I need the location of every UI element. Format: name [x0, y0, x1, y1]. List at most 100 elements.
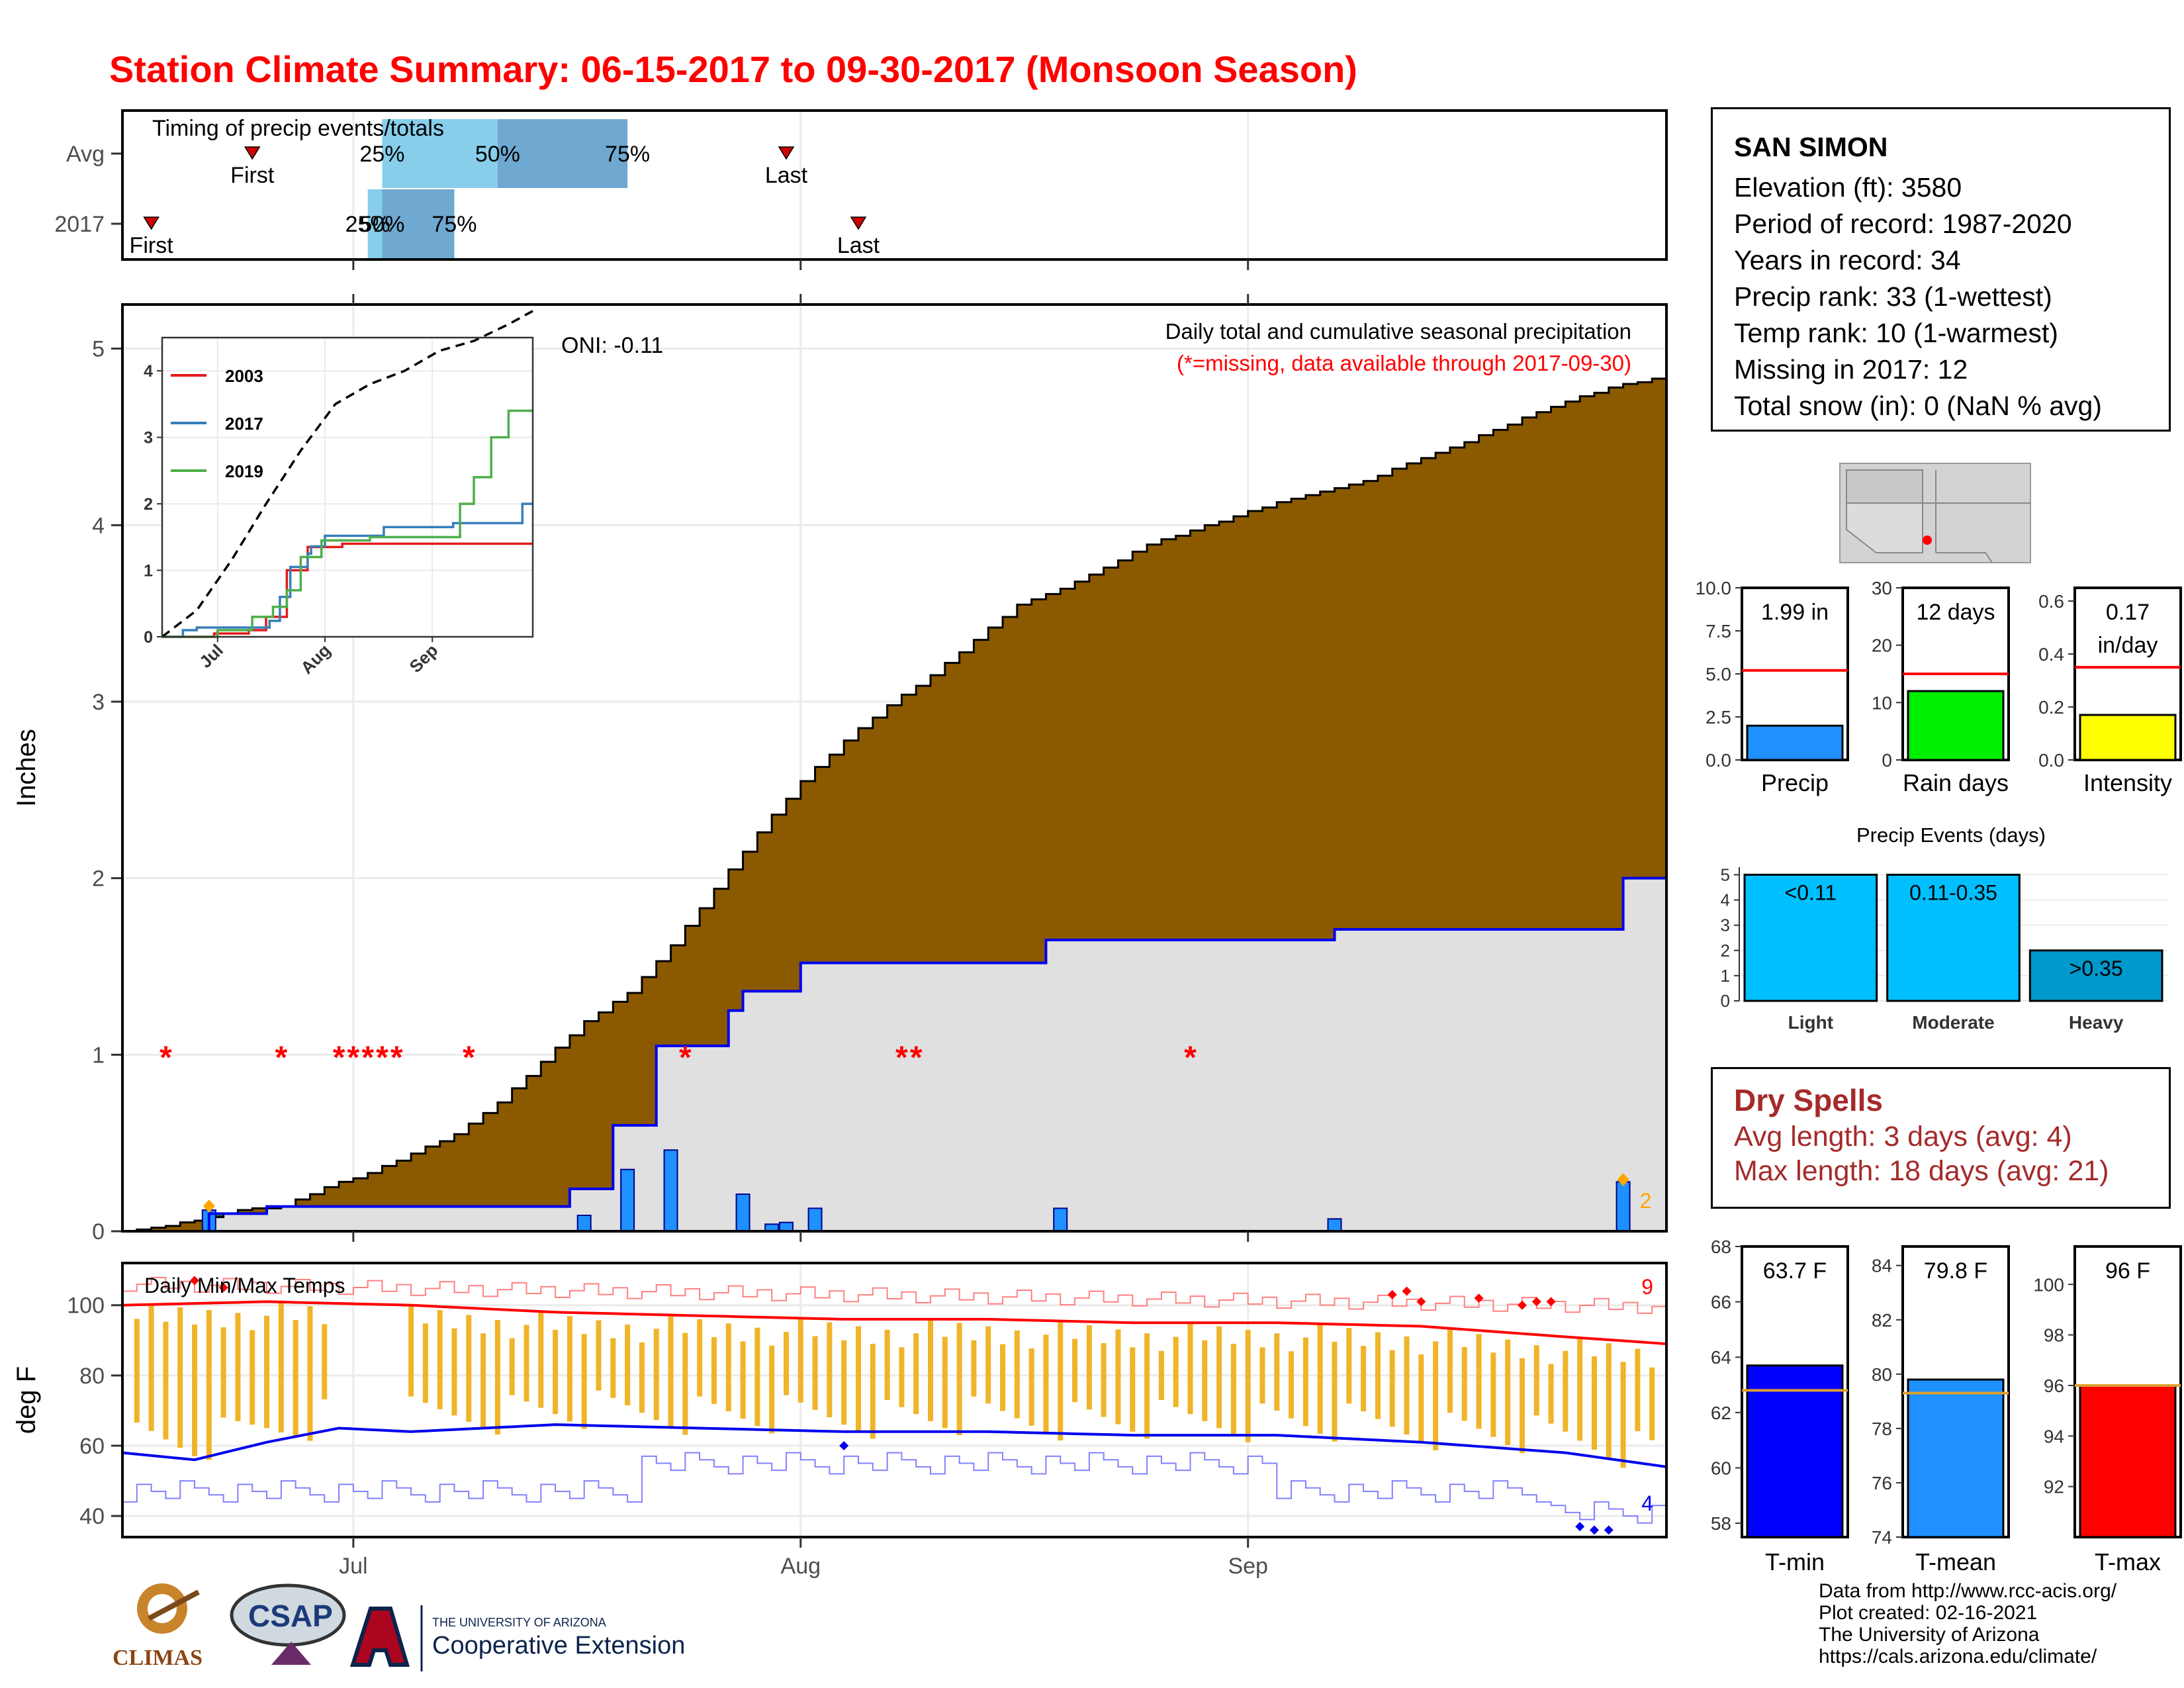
csap-text: CSAP [248, 1599, 333, 1633]
daily-temp-range-bar [1043, 1335, 1049, 1433]
inset-y-tick-label: 4 [144, 362, 153, 381]
daily-temp-range-bar [1447, 1328, 1453, 1413]
daily-temp-range-bar [956, 1323, 962, 1436]
precip-summary-y-tick-label: 2.5 [1706, 707, 1731, 727]
x-month-label: Sep [1228, 1554, 1268, 1579]
precip-summary-value-unit: in/day [2098, 633, 2158, 658]
daily-temp-range-bar [1245, 1329, 1251, 1442]
dry-spells-max: Max length: 18 days (avg: 21) [1734, 1155, 2109, 1187]
daily-temp-range-bar [293, 1319, 298, 1437]
precip-summary-y-tick-label: 10.0 [1696, 578, 1732, 598]
inset-series-line [162, 542, 533, 638]
missing-day-marker: * [275, 1040, 287, 1075]
event-bar-label: >0.35 [2070, 957, 2123, 980]
locator-map [1839, 463, 2031, 563]
dry-spells-box: Dry Spells Avg length: 3 days (avg: 4) M… [1711, 1067, 2171, 1209]
daily-precip-bar [576, 1215, 592, 1232]
daily-temp-range-bar [827, 1322, 833, 1418]
daily-temp-range-bar [538, 1311, 544, 1408]
inset-series-line [162, 409, 533, 638]
daily-temp-range-bar [220, 1327, 226, 1418]
footer-line-2: Plot created: 02-16-2021 [1819, 1602, 2038, 1624]
daily-temp-range-bar [797, 1318, 803, 1403]
temperature-panel: 9 4 Daily Min/Max Temps 40 60 80 100 deg F Jul Au… [12, 1262, 1668, 1579]
inset-frame [161, 336, 534, 638]
precip-title: Daily total and cumulative seasonal prec… [1165, 319, 1631, 344]
timing-row-label: Avg [66, 142, 105, 167]
summary-bar-panels: 1.99 in 0.0 2.5 5.0 7.5 10.0 Precip 12 days 0 10 2… [1696, 578, 2182, 796]
precip-summary-y-tick-label: 0.0 [1706, 750, 1731, 771]
station-location-dot [1923, 536, 1932, 545]
daily-temp-range-bar [1302, 1337, 1308, 1427]
temp-summary-value-label: 63.7 F [1763, 1258, 1827, 1284]
daily-temp-range-bar [668, 1315, 674, 1428]
precip-y-tick-label: 0 [92, 1219, 105, 1244]
events-y-tick-label: 3 [1721, 915, 1730, 935]
timing-box-upper-0 [497, 119, 628, 188]
daily-temp-range-bar [855, 1326, 861, 1432]
daily-temp-range-bar [1028, 1348, 1034, 1426]
event-category-label: Light [1788, 1012, 1833, 1033]
inset-y-tick-label: 1 [144, 562, 153, 581]
climas-text: CLIMAS [113, 1646, 203, 1670]
daily-temp-range-bar [1202, 1340, 1208, 1421]
daily-temp-range-bar [596, 1320, 602, 1391]
timing-title: Timing of precip events/totals [152, 116, 444, 141]
precip-summary-value-label: 1.99 in [1761, 600, 1829, 625]
avg-min-temp-line [122, 1423, 1667, 1468]
daily-temp-range-bar [581, 1334, 587, 1429]
missing-day-marker: * [1184, 1040, 1197, 1075]
daily-temp-range-bar [1418, 1354, 1424, 1442]
missing-day-marker: * [376, 1040, 388, 1075]
record-high-marker [1474, 1293, 1484, 1303]
missing-day-marker: * [390, 1040, 403, 1075]
record-low-count: 4 [1641, 1491, 1653, 1515]
daily-temp-range-bar [682, 1333, 688, 1435]
daily-temp-range-bar [1101, 1343, 1107, 1417]
temps-y-tick-label: 80 [79, 1364, 105, 1389]
record-low-marker [1589, 1525, 1599, 1535]
daily-temp-range-bar [1519, 1358, 1525, 1454]
ua-big-text: Cooperative Extension [432, 1632, 685, 1660]
precip-summary-bar [1907, 690, 2005, 761]
event-bar-label: 0.11-0.35 [1909, 880, 1997, 904]
daily-temp-range-bar [307, 1306, 313, 1441]
precip-events-panel: <0.11 Light 0.11-0.35 Moderate >0.35 Heavy 0 1 2… [1721, 823, 2167, 1033]
station-years: Years in record: 34 [1734, 245, 1961, 275]
daily-temp-range-bar [422, 1323, 428, 1403]
csap-logo: CSAP [230, 1583, 346, 1665]
record-high-count: 9 [1641, 1275, 1653, 1299]
daily-temp-range-bar [1158, 1350, 1164, 1400]
inset-legend-label: 2017 [225, 414, 263, 434]
daily-temp-range-bar [163, 1321, 169, 1440]
temps-title: Daily Min/Max Temps [144, 1274, 345, 1297]
daily-precip-bar [1327, 1218, 1342, 1233]
daily-temp-range-bar [711, 1336, 717, 1404]
event-bar-moderate [1886, 873, 2021, 1002]
daily-temp-range-bar [985, 1326, 991, 1404]
daily-precip-bar [1053, 1207, 1068, 1233]
station-info-box: SAN SIMON Elevation (ft): 3580 Period of… [1711, 107, 2171, 432]
temp-summary-label: T-max [2095, 1548, 2161, 1575]
daily-temp-range-bar [639, 1342, 645, 1413]
precip-summary-y-tick-label: 0.2 [2038, 697, 2064, 718]
precip-y-tick-label: 4 [92, 513, 105, 538]
temps-y-axis-title: deg F [12, 1366, 41, 1434]
missing-day-marker: * [463, 1040, 475, 1075]
daily-temp-range-bar [1332, 1341, 1338, 1442]
timing-label-first_day: First [130, 233, 174, 258]
precip-observed-area [122, 878, 1666, 1231]
record-high-marker [1517, 1300, 1527, 1310]
daily-temp-range-bar [1375, 1332, 1381, 1419]
timing-label-first_day: First [230, 163, 275, 188]
daily-temp-range-bar [1433, 1341, 1439, 1450]
daily-temp-range-bar [625, 1324, 631, 1405]
temp-summary-bar [1746, 1364, 1844, 1538]
temps-y-tick-label: 100 [67, 1293, 105, 1319]
precip-summary-bar [1746, 724, 1844, 761]
daily-temp-range-bar [322, 1324, 328, 1399]
inset-legend-label: 2003 [225, 366, 263, 386]
daily-temp-range-bar [1216, 1326, 1222, 1429]
daily-temp-range-bar [754, 1327, 760, 1427]
missing-day-marker: * [361, 1040, 374, 1075]
